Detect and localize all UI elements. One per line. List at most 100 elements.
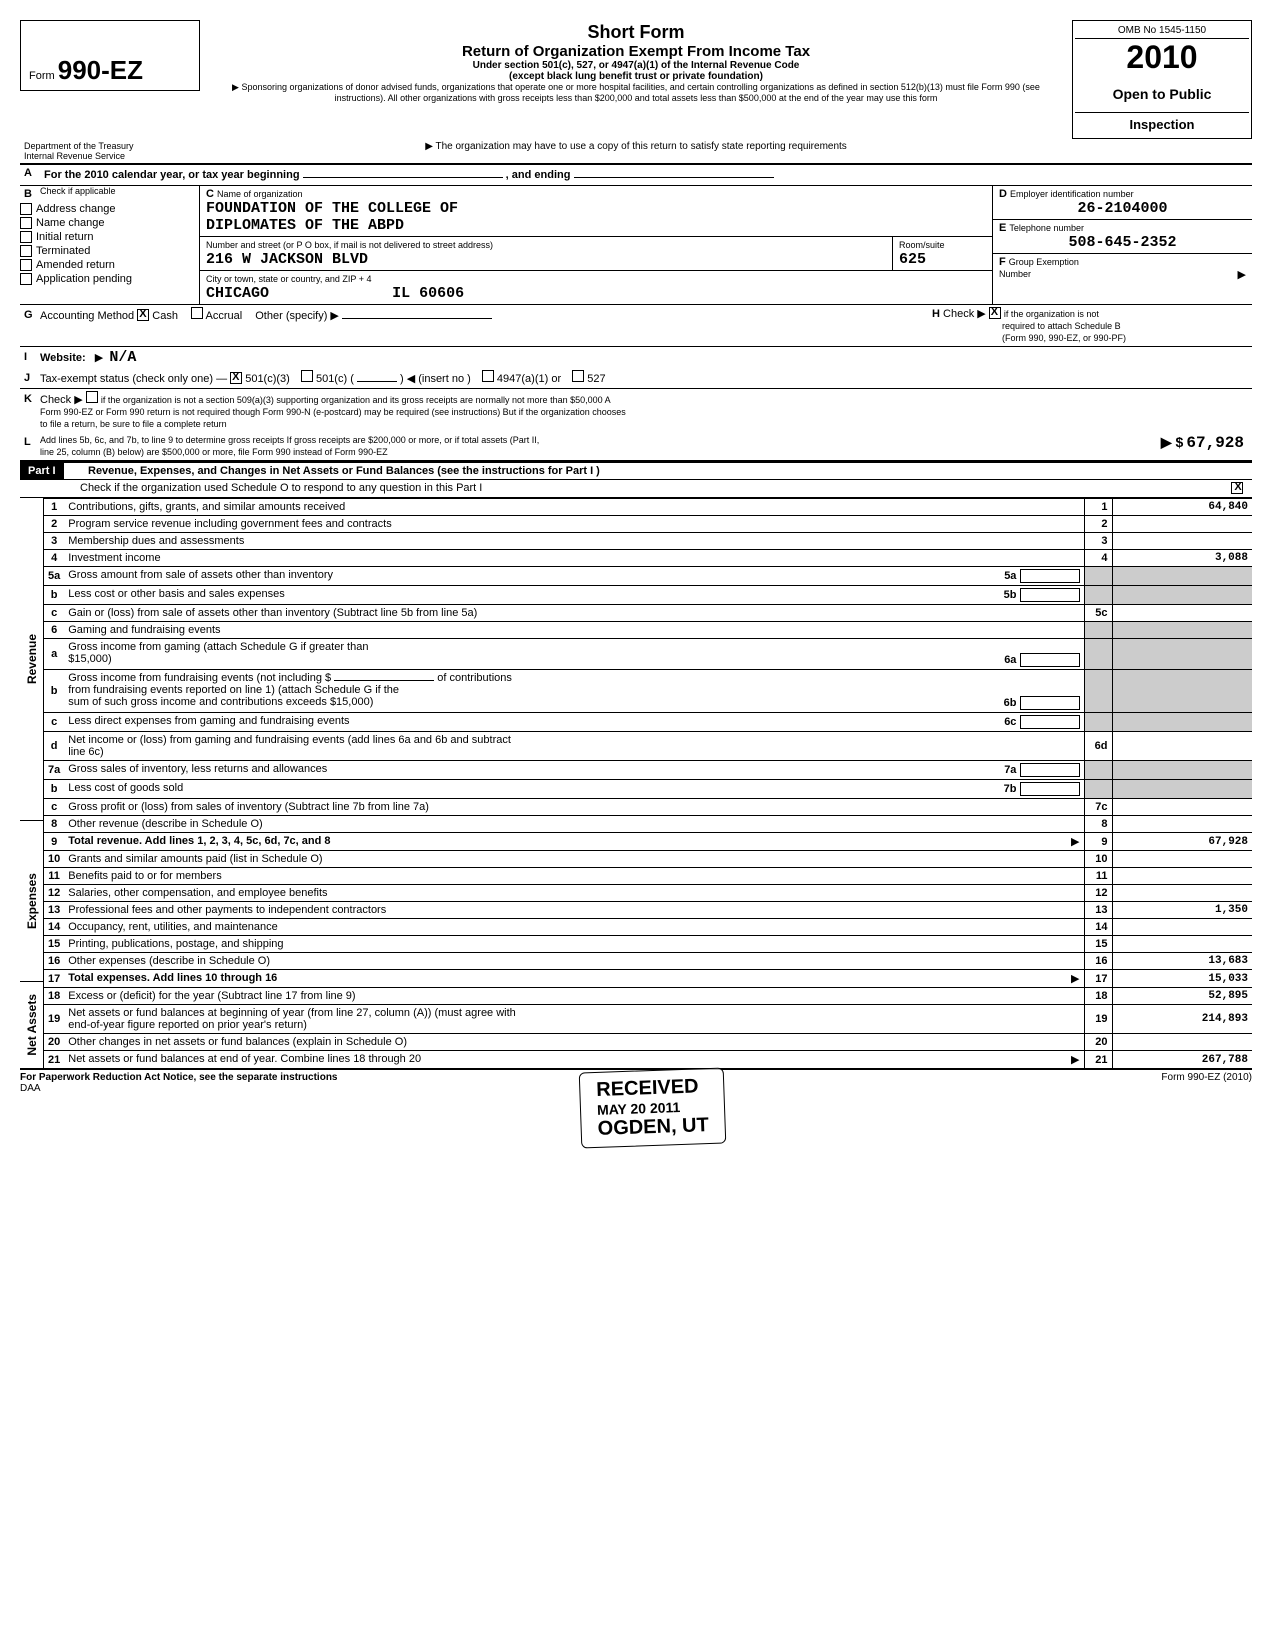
amended-return-label: Amended return [36, 259, 115, 271]
table-row: 10Grants and similar amounts paid (list … [44, 851, 1252, 868]
table-row: 4Investment income43,088 [44, 550, 1252, 567]
h-check-label: Check ▶ [943, 308, 986, 320]
initial-return-label: Initial return [36, 231, 93, 243]
address-change-checkbox[interactable] [20, 203, 32, 215]
table-row: 16Other expenses (describe in Schedule O… [44, 953, 1252, 970]
row-desc: Gross amount from sale of assets other t… [68, 569, 333, 581]
4947-checkbox[interactable] [482, 370, 494, 382]
h-checkbox[interactable] [989, 307, 1001, 319]
mini-amount-box[interactable] [1020, 782, 1080, 796]
website-value: N/A [109, 349, 136, 366]
letter-b: B [20, 186, 40, 202]
table-row: bLess cost or other basis and sales expe… [44, 586, 1252, 605]
table-row: aGross income from gaming (attach Schedu… [44, 639, 1252, 670]
row-amount [1112, 868, 1252, 885]
row-amount: 1,350 [1112, 902, 1252, 919]
501c-insert-field[interactable] [357, 381, 397, 382]
part1-title: Revenue, Expenses, and Changes in Net As… [80, 463, 1252, 479]
row-desc: Contributions, gifts, grants, and simila… [64, 499, 1084, 516]
table-row: 19Net assets or fund balances at beginni… [44, 1005, 1252, 1034]
cash-checkbox[interactable] [137, 309, 149, 321]
mini-amount-box[interactable] [1020, 569, 1080, 583]
group-exemption-label: Group Exemption [1009, 257, 1079, 267]
dept-label: Department of the Treasury [24, 141, 134, 151]
letter-l: L [20, 434, 40, 458]
row-desc: Benefits paid to or for members [64, 868, 1084, 885]
row-desc: Gross sales of inventory, less returns a… [68, 763, 327, 775]
terminated-checkbox[interactable] [20, 245, 32, 257]
row-desc: Less cost or other basis and sales expen… [68, 588, 284, 600]
table-row: 8Other revenue (describe in Schedule O)8 [44, 816, 1252, 833]
row-desc: Less direct expenses from gaming and fun… [68, 715, 349, 727]
check-if-applicable: Check if applicable [40, 186, 116, 202]
initial-return-checkbox[interactable] [20, 231, 32, 243]
row-desc: Gross income from fundraising events (no… [68, 672, 331, 684]
row-amount: 52,895 [1112, 988, 1252, 1005]
part1-check-text: Check if the organization used Schedule … [80, 482, 1222, 495]
year-begin-field[interactable] [303, 177, 503, 178]
schedule-o-checkbox[interactable] [1231, 482, 1243, 494]
paperwork-notice: For Paperwork Reduction Act Notice, see … [20, 1072, 338, 1083]
application-pending-label: Application pending [36, 273, 132, 285]
row-amount: 3,088 [1112, 550, 1252, 567]
table-row: cGross profit or (loss) from sales of in… [44, 799, 1252, 816]
mini-amount-box[interactable] [1020, 588, 1080, 602]
501c-checkbox[interactable] [301, 370, 313, 382]
application-pending-checkbox[interactable] [20, 273, 32, 285]
row-desc: Printing, publications, postage, and shi… [64, 936, 1084, 953]
line-c-column: C Name of organization FOUNDATION OF THE… [200, 186, 992, 304]
table-row: 9Total revenue. Add lines 1, 2, 3, 4, 5c… [44, 833, 1252, 851]
501c3-checkbox[interactable] [230, 372, 242, 384]
table-row: 13Professional fees and other payments t… [44, 902, 1252, 919]
row-desc: Gain or (loss) from sale of assets other… [64, 605, 1084, 622]
row-amount [1112, 732, 1252, 761]
amended-return-checkbox[interactable] [20, 259, 32, 271]
cash-label: Cash [152, 310, 178, 322]
other-specify-field[interactable] [342, 318, 492, 319]
501c3-label: 501(c)(3) [245, 373, 290, 385]
row-amount [1112, 885, 1252, 902]
mini-amount-box[interactable] [1020, 715, 1080, 729]
row-desc: Gross profit or (loss) from sales of inv… [64, 799, 1084, 816]
fundraising-amount-field[interactable] [334, 680, 434, 681]
letter-e: E [999, 222, 1006, 234]
table-row: 6Gaming and fundraising events [44, 622, 1252, 639]
other-specify-label: Other (specify) ▶ [255, 310, 339, 322]
accrual-label: Accrual [206, 310, 243, 322]
table-row: bGross income from fundraising events (n… [44, 670, 1252, 713]
row-desc: Other changes in net assets or fund bala… [64, 1034, 1084, 1051]
name-change-checkbox[interactable] [20, 217, 32, 229]
mini-amount-box[interactable] [1020, 763, 1080, 777]
mini-amount-box[interactable] [1020, 696, 1080, 710]
mini-amount-box[interactable] [1020, 653, 1080, 667]
table-row: 18Excess or (deficit) for the year (Subt… [44, 988, 1252, 1005]
table-row: 1Contributions, gifts, grants, and simil… [44, 499, 1252, 516]
row-amount: 15,033 [1112, 970, 1252, 988]
h-text3: (Form 990, 990-EZ, or 990-PF) [1002, 333, 1126, 343]
row-desc: Total revenue. Add lines 1, 2, 3, 4, 5c,… [68, 835, 330, 847]
h-text1: if the organization is not [1004, 309, 1099, 319]
short-form-title: Short Form [208, 22, 1064, 43]
l-arrow: ▶ $ [1161, 434, 1183, 450]
row-desc: Excess or (deficit) for the year (Subtra… [64, 988, 1084, 1005]
table-row: 14Occupancy, rent, utilities, and mainte… [44, 919, 1252, 936]
subtitle2: (except black lung benefit trust or priv… [208, 71, 1064, 82]
letter-k: K [20, 391, 40, 430]
table-row: 5aGross amount from sale of assets other… [44, 567, 1252, 586]
accrual-checkbox[interactable] [191, 307, 203, 319]
k-checkbox[interactable] [86, 391, 98, 403]
year-end-field[interactable] [574, 177, 774, 178]
k-text1: if the organization is not a section 509… [101, 395, 611, 405]
4947-label: 4947(a)(1) or [497, 373, 561, 385]
527-checkbox[interactable] [572, 370, 584, 382]
part1-label: Part I [20, 463, 64, 479]
table-row: cGain or (loss) from sale of assets othe… [44, 605, 1252, 622]
table-row: 17Total expenses. Add lines 10 through 1… [44, 970, 1252, 988]
letter-d: D [999, 188, 1007, 200]
table-row: bLess cost of goods sold 7b [44, 780, 1252, 799]
insert-no-label: ) ◀ (insert no ) [400, 373, 471, 385]
line-j-row: J Tax-exempt status (check only one) — 5… [20, 368, 1252, 389]
form-number: 990-EZ [58, 55, 143, 85]
org-name-2: DIPLOMATES OF THE ABPD [206, 217, 404, 234]
row-amount: 13,683 [1112, 953, 1252, 970]
